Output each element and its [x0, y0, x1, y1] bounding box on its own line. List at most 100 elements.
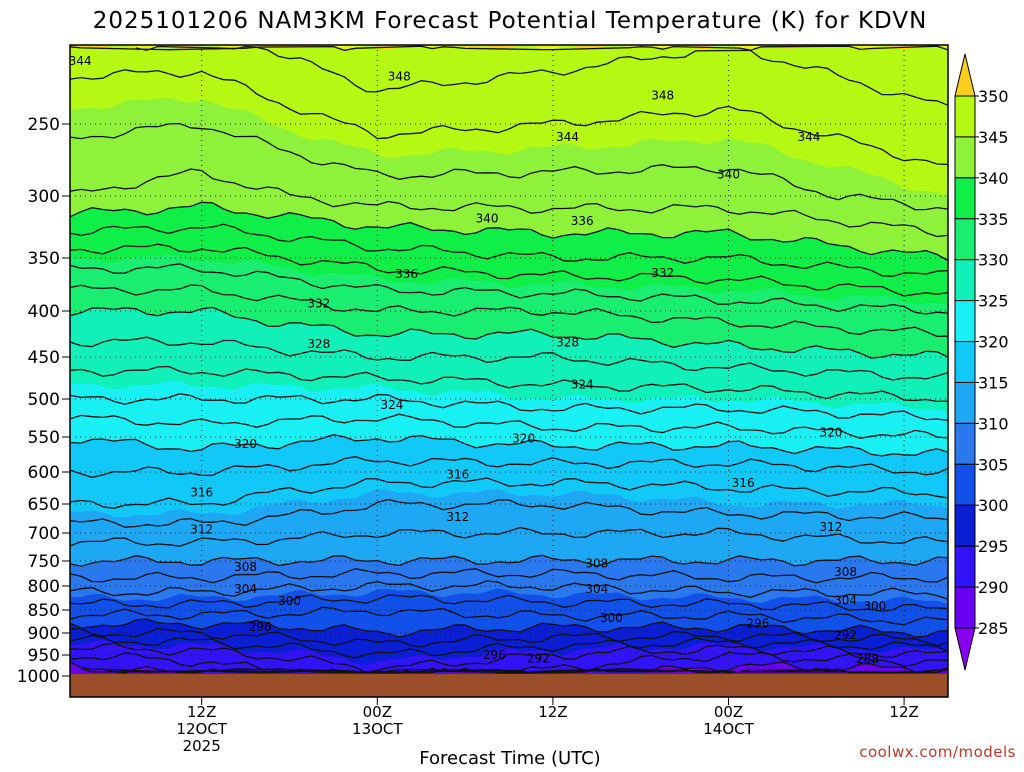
colorbar-segment-335	[954, 177, 976, 220]
contour-line-302	[69, 606, 949, 626]
contour-line-330	[69, 306, 949, 359]
y-tick-label-600: 600	[28, 463, 60, 483]
contour-label-348: 348	[388, 70, 411, 84]
y-axis: 250 300 350 400 450 500 550 600 650 700 750 800 850 9…	[17, 115, 70, 687]
contour-line-340	[69, 201, 949, 262]
x-tick-label-6-2: 2025	[183, 737, 221, 755]
y-tick-label-400: 400	[28, 302, 60, 322]
y-tick-label-650: 650	[28, 495, 60, 515]
contour-label-300: 300	[863, 599, 886, 613]
contour-line-298	[70, 627, 949, 648]
contour-label-332: 332	[307, 297, 330, 311]
credit-link[interactable]: coolwx.com/models	[859, 743, 1016, 761]
contour-label-296: 296	[746, 616, 769, 630]
contour-line-304	[69, 594, 949, 613]
colorbar-segment-320	[954, 300, 976, 343]
colorbar-segment-305	[954, 422, 976, 465]
colorbar-label-315: 315	[978, 373, 1009, 392]
contour-label-320: 320	[512, 431, 535, 445]
contour-line-308	[69, 568, 949, 584]
contour-label-336: 336	[395, 267, 418, 281]
x-tick-label-54-0: 12Z	[889, 703, 918, 721]
contour-label-300: 300	[600, 611, 623, 625]
colorbar-segment-325	[954, 259, 976, 302]
contour-line-326	[69, 365, 949, 403]
contour-line-344	[69, 122, 949, 211]
contour-label-304: 304	[234, 582, 257, 596]
x-tick-label-42-0: 00Z	[714, 703, 743, 721]
contour-line-348	[69, 46, 949, 106]
contour-label-328: 328	[307, 337, 330, 351]
contour-line-338	[69, 223, 949, 277]
ground-below-surface	[70, 674, 948, 697]
contour-label-332: 332	[651, 266, 674, 280]
contour-line-320	[69, 434, 949, 457]
x-tick-label-18-1: 13OCT	[352, 720, 403, 738]
contour-label-296: 296	[249, 620, 272, 634]
y-tick-label-900: 900	[28, 624, 60, 644]
colorbar-segment-290	[954, 545, 976, 588]
contour-label-336: 336	[571, 214, 594, 228]
colorbar-label-305: 305	[978, 455, 1009, 474]
contour-line-350	[135, 45, 949, 51]
contour-line-292	[69, 651, 949, 674]
colorbar-segment-295	[954, 504, 976, 547]
y-tick-label-550: 550	[28, 428, 60, 448]
plot-border	[69, 44, 949, 698]
contour-line-294	[69, 642, 949, 674]
contour-label-344: 344	[69, 54, 92, 68]
contour-label-296: 296	[483, 648, 506, 662]
contour-line-310	[69, 554, 949, 567]
contour-line-334	[69, 263, 949, 315]
colorbar-segment-330	[954, 218, 976, 261]
contour-line-290	[69, 661, 949, 674]
colorbar-label-330: 330	[978, 251, 1009, 270]
contour-line-312	[69, 526, 949, 547]
y-tick-label-700: 700	[28, 524, 60, 544]
chart-title: 2025101206 NAM3KM Forecast Potential Tem…	[93, 8, 928, 34]
contour-label-316: 316	[732, 476, 755, 490]
y-tick-label-950: 950	[28, 646, 60, 666]
contour-label-348: 348	[651, 89, 674, 103]
contour-label-316: 316	[446, 468, 469, 482]
contour-label-308: 308	[585, 557, 608, 571]
colorbar-label-320: 320	[978, 333, 1009, 352]
y-tick-label-350: 350	[28, 249, 60, 269]
x-tick-label-6-1: 12OCT	[176, 720, 227, 738]
contour-label-304: 304	[585, 582, 608, 596]
x-tick-label-42-1: 14OCT	[703, 720, 754, 738]
contour-fill	[70, 45, 948, 697]
contour-line-332	[69, 284, 949, 337]
contour-label-328: 328	[556, 335, 579, 349]
contour-labels: 344 348 348 344 344 340 340 336 336 332 332 328 328 3…	[69, 54, 886, 666]
contour-label-320: 320	[234, 437, 257, 451]
colorbar-segment-285	[954, 586, 976, 629]
x-axis-label: Forecast Time (UTC)	[419, 748, 600, 768]
contour-label-292: 292	[527, 651, 550, 665]
colorbar-label-340: 340	[978, 169, 1009, 188]
colorbar: 350 345 340 335 330 325 320 315 310 305 300 295 290 2…	[954, 53, 1009, 671]
contour-label-312: 312	[446, 510, 469, 524]
x-tick-label-6-0: 12Z	[187, 703, 216, 721]
colorbar-label-345: 345	[978, 128, 1009, 147]
theta-band-340-345	[70, 45, 948, 196]
contour-label-324: 324	[571, 378, 594, 392]
contour-line-346	[69, 69, 949, 166]
colorbar-segment-300	[954, 463, 976, 506]
x-tick-label-30-0: 12Z	[538, 703, 567, 721]
contour-label-316: 316	[190, 485, 213, 499]
y-tick-label-1000: 1000	[17, 667, 60, 687]
colorbar-bottom-triangle	[954, 627, 976, 671]
colorbar-label-300: 300	[978, 496, 1009, 515]
y-tick-label-850: 850	[28, 601, 60, 621]
colorbar-label-335: 335	[978, 210, 1009, 229]
contour-line-322	[69, 413, 949, 439]
contour-label-292: 292	[834, 628, 857, 642]
y-tick-label-500: 500	[28, 390, 60, 410]
contour-label-308: 308	[234, 560, 257, 574]
colorbar-label-290: 290	[978, 578, 1009, 597]
contour-label-304: 304	[834, 593, 857, 607]
colorbar-label-350: 350	[978, 87, 1009, 106]
